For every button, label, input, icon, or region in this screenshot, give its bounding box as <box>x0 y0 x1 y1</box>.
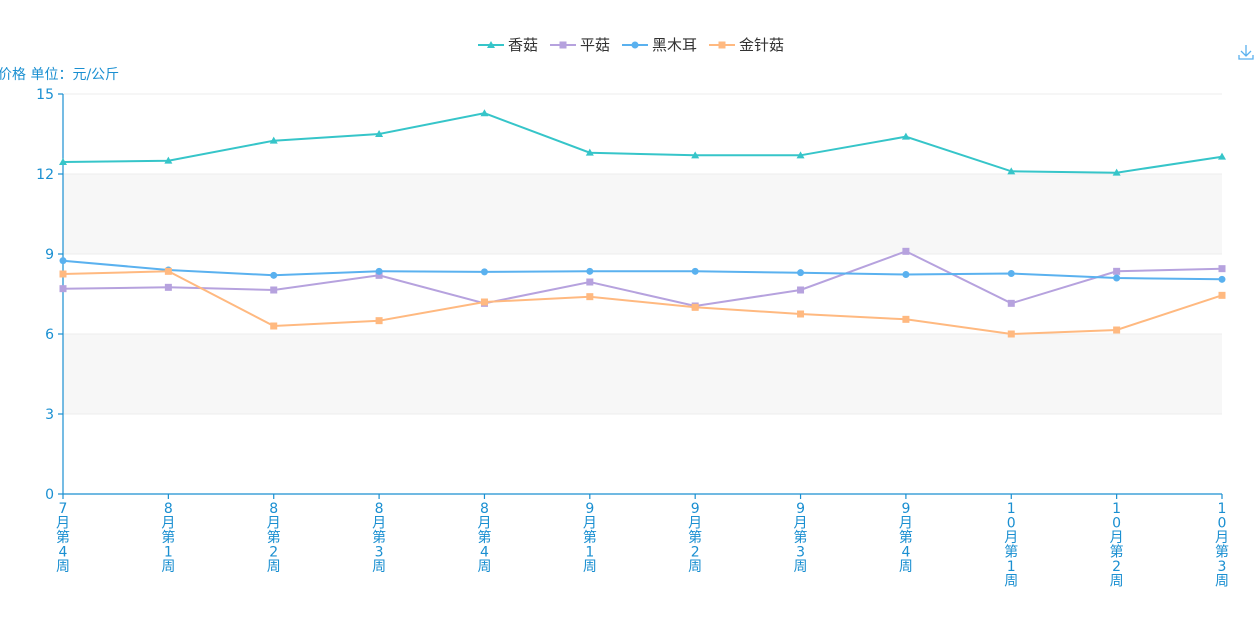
x-tick-label: 7 月第 4 周 <box>56 501 70 575</box>
data-point <box>586 267 594 275</box>
data-point <box>59 270 67 278</box>
legend-marker <box>559 41 567 48</box>
data-point <box>375 267 383 275</box>
legend-item[interactable]: 香菇 <box>478 34 538 55</box>
data-point <box>691 151 700 159</box>
legend-symbol <box>478 40 504 48</box>
series-line <box>62 259 1223 281</box>
data-point <box>797 310 805 318</box>
legend-marker <box>631 41 639 48</box>
data-point <box>270 286 278 294</box>
series-group <box>59 257 1226 283</box>
data-point <box>586 278 594 286</box>
data-point <box>797 286 805 294</box>
data-point <box>1007 330 1015 338</box>
legend-marker <box>487 40 495 48</box>
legend: 香菇 平菇 黑木耳 金针菇 <box>478 34 796 55</box>
y-tick-label: 9 <box>45 247 54 263</box>
data-point <box>480 268 488 276</box>
data-point <box>59 285 67 293</box>
data-point <box>1113 326 1121 334</box>
data-point <box>902 315 910 323</box>
data-point <box>691 303 699 311</box>
data-point <box>585 148 594 156</box>
legend-symbol <box>709 41 736 48</box>
x-tick-label: 9 月第 2 周 <box>688 501 702 575</box>
data-point <box>797 269 805 277</box>
data-point <box>1007 167 1016 175</box>
data-point <box>1112 168 1121 176</box>
x-tick-label: 1 0 月第 3 周 <box>1215 501 1229 590</box>
data-point <box>796 151 805 159</box>
y-tick-label: 6 <box>45 327 54 343</box>
data-point <box>1113 267 1121 275</box>
x-tick-label: 8 月第 4 周 <box>477 501 491 575</box>
legend-symbol <box>622 41 649 48</box>
data-point <box>270 322 278 330</box>
series-group <box>59 109 1226 176</box>
data-point <box>270 271 278 279</box>
data-point <box>1218 275 1226 283</box>
legend-label: 金针菇 <box>739 36 785 54</box>
legend-item[interactable]: 金针菇 <box>709 34 784 55</box>
data-point <box>375 130 384 137</box>
data-point <box>1218 152 1226 160</box>
legend-label: 平菇 <box>580 36 611 54</box>
series-group <box>59 267 1226 338</box>
legend-symbol <box>550 41 577 48</box>
data-point <box>375 317 383 325</box>
data-point <box>59 158 67 165</box>
data-point <box>1218 265 1226 273</box>
x-tick-label: 8 月第 2 周 <box>267 501 281 575</box>
x-tick-label: 9 月第 1 周 <box>583 501 597 575</box>
grid-band <box>63 334 1222 414</box>
data-point <box>901 132 910 140</box>
y-tick-label: 3 <box>45 407 54 423</box>
data-point <box>1007 269 1015 277</box>
data-point <box>164 283 172 291</box>
x-tick-label: 9 月第 3 周 <box>794 501 808 575</box>
data-point <box>902 271 910 279</box>
data-point <box>480 109 489 117</box>
x-tick-label: 1 0 月第 2 周 <box>1110 501 1124 590</box>
series-line <box>62 250 1223 308</box>
data-point <box>59 257 67 265</box>
grid-band <box>63 174 1222 254</box>
data-point <box>269 136 278 144</box>
legend-label: 黑木耳 <box>652 36 698 54</box>
y-tick-label: 0 <box>45 487 54 503</box>
data-point <box>691 267 699 275</box>
data-point <box>164 267 172 275</box>
x-tick-label: 8 月第 3 周 <box>372 501 386 575</box>
x-tick-label: 9 月第 4 周 <box>899 501 913 575</box>
legend-label: 香菇 <box>508 36 539 54</box>
series-line <box>62 112 1223 174</box>
download-icon[interactable] <box>1237 43 1255 61</box>
data-point <box>586 293 594 301</box>
data-point <box>375 271 383 279</box>
series-line <box>62 270 1223 336</box>
data-point <box>164 156 173 164</box>
legend-marker <box>718 41 726 48</box>
data-point <box>902 247 910 255</box>
series-group <box>59 247 1226 310</box>
data-point <box>1113 274 1121 282</box>
y-axis-label: 价格 单位：元/公斤 <box>0 67 120 83</box>
data-point <box>1007 299 1015 307</box>
legend-item[interactable]: 黑木耳 <box>622 34 697 55</box>
data-point <box>480 298 488 306</box>
data-point <box>1218 291 1226 299</box>
x-tick-label: 1 0 月第 1 周 <box>1004 501 1018 590</box>
y-tick-label: 12 <box>36 167 54 183</box>
y-tick-label: 15 <box>36 87 54 103</box>
legend-item[interactable]: 平菇 <box>550 34 610 55</box>
x-tick-label: 8 月第 1 周 <box>161 501 175 575</box>
